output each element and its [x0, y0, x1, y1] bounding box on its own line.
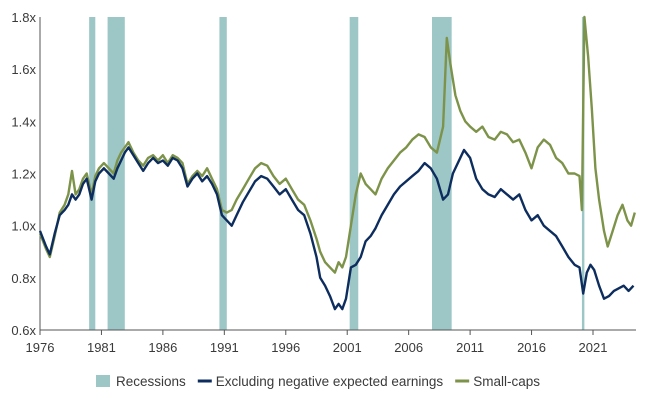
x-tick-label: 2011 [456, 340, 484, 355]
legend-label-series-0: Excluding negative expected earnings [216, 374, 444, 389]
series-line-0 [38, 146, 635, 311]
legend-label-series-1: Small-caps [473, 374, 540, 389]
x-tick-label: 1976 [26, 340, 55, 355]
recession-band-2 [219, 17, 227, 330]
tick-labels: 0.6x 0.8x 1.0x 1.2x 1.4x 1.6x 1.8x 1976 1981 1986… [11, 10, 607, 355]
y-tick-label: 1.0x [11, 219, 36, 234]
series-lines [38, 15, 636, 311]
y-tick-label: 1.8x [11, 10, 36, 25]
x-tick-label: 2006 [394, 340, 423, 355]
x-tick-label: 1991 [210, 340, 239, 355]
recession-band-3 [349, 17, 359, 330]
y-tick-label: 0.6x [11, 323, 36, 338]
recession-band-4 [432, 17, 452, 330]
x-tick-label: 2021 [579, 340, 608, 355]
y-tick-label: 1.6x [11, 62, 36, 77]
y-tick-label: 1.4x [11, 114, 36, 129]
x-tick-label: 1981 [87, 340, 116, 355]
axes [39, 17, 636, 331]
series-line-1 [38, 15, 636, 274]
y-tick-label: 0.8x [11, 271, 36, 286]
x-tick-label: 1996 [271, 340, 300, 355]
x-tick-label: 2001 [333, 340, 362, 355]
y-tick-label: 1.2x [11, 167, 36, 182]
legend: Recessions Excluding negative expected ea… [96, 374, 540, 389]
x-tick-label: 2016 [517, 340, 546, 355]
recession-bands [89, 17, 585, 330]
x-tick-label: 1986 [148, 340, 177, 355]
legend-label-recessions: Recessions [116, 374, 186, 389]
legend-swatch-recessions [96, 375, 110, 387]
recession-band-0 [89, 17, 96, 330]
